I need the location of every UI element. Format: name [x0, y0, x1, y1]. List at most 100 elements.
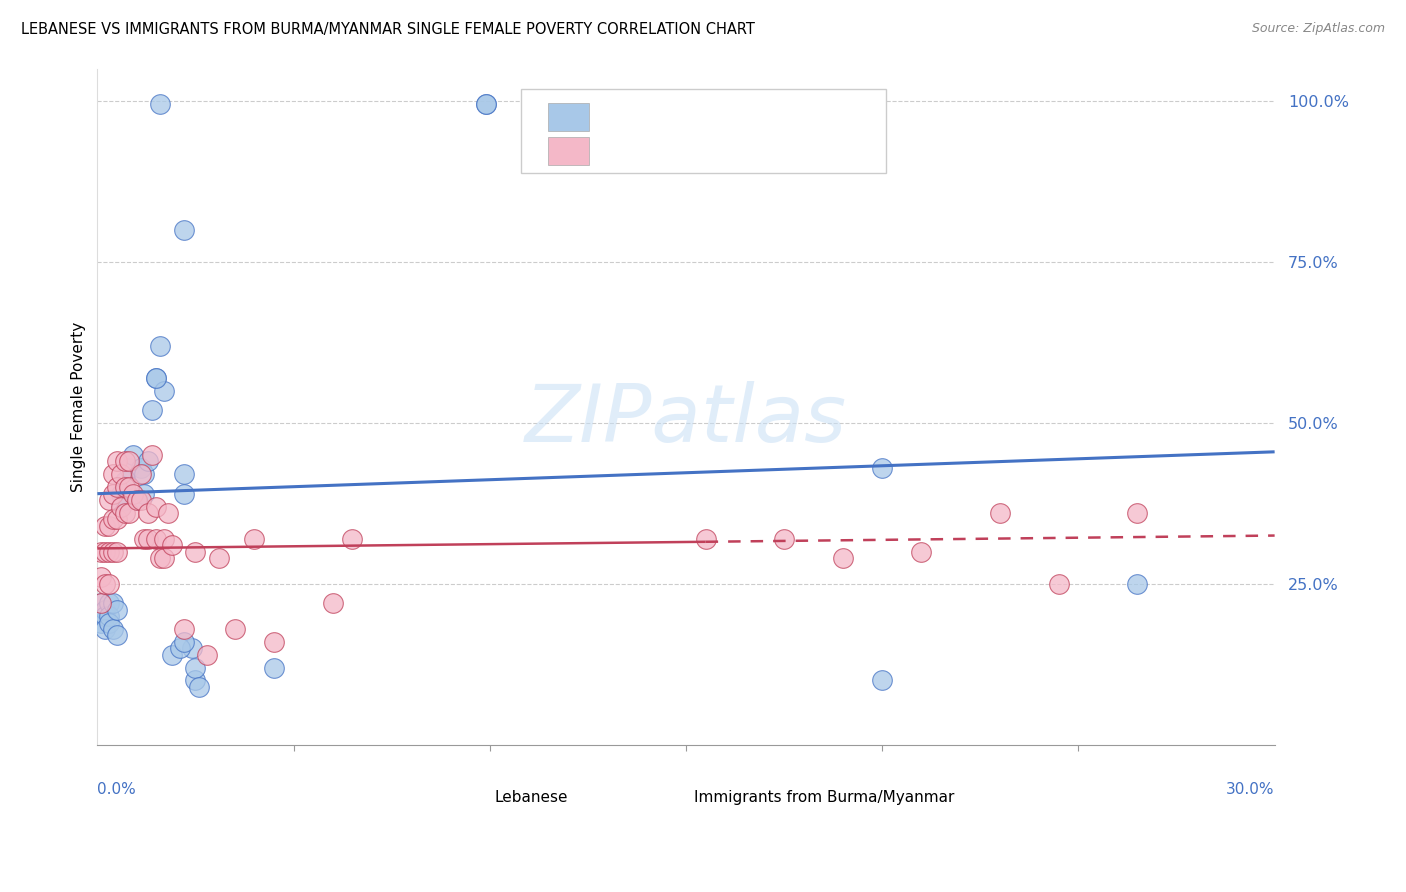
- Point: [101, 512, 124, 526]
- Point: [94, 519, 117, 533]
- Y-axis label: Single Female Poverty: Single Female Poverty: [72, 322, 86, 491]
- Point: [134, 467, 156, 482]
- Text: Source: ZipAtlas.com: Source: ZipAtlas.com: [1251, 22, 1385, 36]
- Point: [101, 486, 124, 500]
- Point: [138, 532, 160, 546]
- Point: [145, 370, 167, 384]
- Point: [90, 596, 112, 610]
- Point: [90, 570, 112, 584]
- Point: [180, 641, 202, 656]
- Point: [98, 544, 121, 558]
- Point: [114, 454, 136, 468]
- Text: 30.0%: 30.0%: [1226, 782, 1275, 797]
- Point: [832, 551, 855, 566]
- Point: [98, 577, 121, 591]
- Point: [105, 602, 128, 616]
- Point: [870, 673, 893, 688]
- Point: [105, 544, 128, 558]
- Point: [322, 596, 344, 610]
- Point: [118, 461, 141, 475]
- Point: [153, 551, 176, 566]
- Point: [105, 454, 128, 468]
- Point: [224, 622, 246, 636]
- Point: [118, 454, 141, 468]
- Point: [773, 532, 796, 546]
- Point: [121, 486, 143, 500]
- Point: [173, 467, 195, 482]
- Point: [243, 532, 266, 546]
- Point: [114, 474, 136, 488]
- Point: [173, 622, 195, 636]
- Point: [101, 596, 124, 610]
- Text: Lebanese: Lebanese: [494, 789, 568, 805]
- Point: [121, 448, 143, 462]
- Point: [125, 493, 148, 508]
- Point: [94, 577, 117, 591]
- Point: [105, 480, 128, 494]
- Point: [145, 532, 167, 546]
- Point: [208, 551, 231, 566]
- Point: [101, 544, 124, 558]
- Point: [98, 493, 121, 508]
- Point: [156, 506, 179, 520]
- Point: [1126, 506, 1149, 520]
- Point: [98, 615, 121, 630]
- Text: R =  0.055   N = 57: R = 0.055 N = 57: [610, 142, 773, 160]
- Point: [145, 370, 167, 384]
- Text: 0.0%: 0.0%: [97, 782, 136, 797]
- Point: [169, 641, 191, 656]
- Point: [173, 635, 195, 649]
- Bar: [548, 103, 589, 131]
- Point: [1126, 577, 1149, 591]
- Text: ZIPatlas: ZIPatlas: [524, 381, 846, 459]
- Point: [129, 493, 152, 508]
- Point: [184, 673, 207, 688]
- Point: [118, 480, 141, 494]
- Point: [475, 97, 498, 112]
- Bar: [548, 136, 589, 165]
- Point: [149, 551, 172, 566]
- Point: [114, 506, 136, 520]
- Point: [90, 615, 112, 630]
- Point: [988, 506, 1011, 520]
- Point: [94, 602, 117, 616]
- Point: [475, 97, 498, 112]
- Point: [110, 486, 132, 500]
- Point: [129, 467, 152, 482]
- Point: [141, 448, 163, 462]
- Point: [114, 480, 136, 494]
- Point: [263, 660, 285, 674]
- Point: [870, 461, 893, 475]
- Point: [94, 622, 117, 636]
- Point: [145, 500, 167, 514]
- Point: [134, 486, 156, 500]
- Point: [101, 467, 124, 482]
- Point: [125, 493, 148, 508]
- Point: [342, 532, 364, 546]
- Bar: [651, 789, 681, 805]
- Point: [195, 648, 218, 662]
- Point: [105, 512, 128, 526]
- Point: [160, 538, 183, 552]
- Point: [149, 338, 172, 352]
- Point: [188, 680, 211, 694]
- Point: [94, 544, 117, 558]
- Point: [110, 467, 132, 482]
- Point: [1047, 577, 1070, 591]
- Point: [114, 493, 136, 508]
- Text: R =  0.091   N = 28: R = 0.091 N = 28: [610, 108, 773, 127]
- Point: [110, 500, 132, 514]
- Point: [90, 544, 112, 558]
- Point: [98, 596, 121, 610]
- Point: [105, 628, 128, 642]
- Point: [184, 544, 207, 558]
- Point: [695, 532, 717, 546]
- Point: [153, 384, 176, 398]
- Bar: [450, 789, 479, 805]
- Point: [98, 519, 121, 533]
- Point: [160, 648, 183, 662]
- Point: [910, 544, 932, 558]
- Point: [98, 609, 121, 624]
- Point: [90, 596, 112, 610]
- Point: [173, 486, 195, 500]
